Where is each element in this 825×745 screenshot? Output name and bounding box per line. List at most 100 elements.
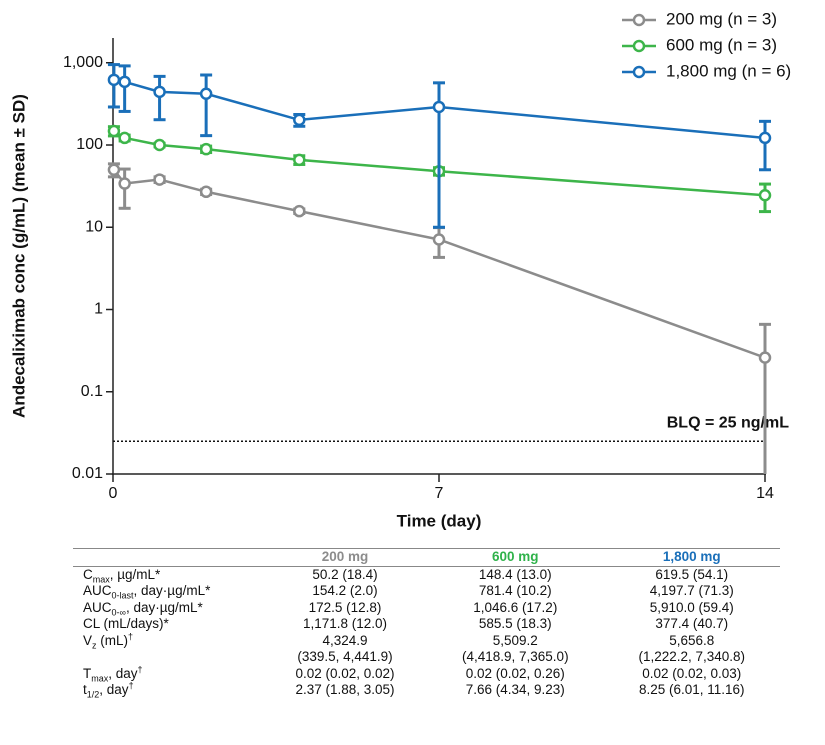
value-cell: 7.66 (4.34, 9.23) (427, 682, 603, 699)
value-cell: 5,509.2 (4,418.9, 7,365.0) (427, 633, 603, 666)
label-part: T (83, 665, 92, 681)
label-part: † (128, 631, 134, 641)
label-part: (mL) (96, 632, 129, 648)
y-tick-label: 10 (85, 218, 103, 235)
header-cell (73, 548, 263, 567)
value-cell: 50.2 (18.4) (263, 566, 427, 583)
cell-text: 619.5 (54.1) (655, 566, 729, 582)
cell-text: 0.02 (0.02, 0.26) (465, 665, 565, 681)
y-axis-title: Andecaliximab conc (g/mL) (mean ± SD) (9, 94, 28, 418)
legend-marker (632, 39, 646, 53)
table-row: CL (mL/days)* 1,171.8 (12.0) 585.5 (18.3) 3… (73, 616, 780, 633)
row-label: Tmax, day† (73, 664, 263, 684)
legend-marker (632, 13, 646, 27)
data-point (107, 163, 121, 177)
data-point (758, 188, 772, 202)
header-cell: 600 mg (427, 548, 604, 567)
cell-text: 5,509.2 (492, 632, 538, 648)
cell-text: (1,222.2, 7,340.8) (638, 649, 746, 664)
table-row: t1/2, day† 2.37 (1.88, 3.05) 7.66 (4.34, 9… (73, 680, 780, 700)
y-tick-label: 0.01 (72, 465, 103, 482)
x-tick-label: 0 (109, 485, 118, 502)
row-label: Cmax, µg/mL* (73, 566, 263, 585)
value-cell: 585.5 (18.3) (427, 616, 603, 633)
label-part: † (137, 664, 143, 674)
label-part: CL (mL/days)* (83, 616, 169, 631)
data-point (758, 351, 772, 364)
label-part: C (83, 566, 93, 582)
label-part: 1/2 (86, 689, 100, 700)
data-point (199, 87, 213, 100)
label-part: V (83, 632, 93, 648)
value-cell: 5,910.0 (59.4) (604, 600, 780, 617)
value-cell: 619.5 (54.1) (604, 566, 780, 583)
data-point (293, 113, 306, 127)
x-tick-label: 7 (435, 485, 444, 502)
label-part: , day·µg/mL* (133, 583, 211, 598)
chart: Time (day) Andecaliximab conc (g/mL) (me… (9, 9, 791, 530)
x-tick-label: 14 (756, 485, 774, 502)
cell-text: 585.5 (18.3) (478, 616, 552, 631)
label-part: 0-last (111, 590, 134, 601)
data-point (118, 177, 131, 190)
label-part: , µg/mL* (109, 566, 161, 582)
cell-text: (4,418.9, 7,365.0) (461, 649, 569, 664)
label-part: max (91, 673, 109, 684)
value-cell: 172.5 (12.8) (263, 600, 427, 617)
data-point (432, 100, 446, 114)
label-part: , day (99, 682, 129, 697)
cell-text: 2.37 (1.88, 3.05) (295, 682, 395, 697)
row-label: t1/2, day† (73, 680, 263, 700)
label-part: † (128, 680, 134, 691)
cell-text: 148.4 (13.0) (478, 566, 552, 582)
data-point (293, 153, 306, 167)
value-cell: 781.4 (10.2) (427, 583, 603, 600)
value-cell: 4,197.7 (71.3) (604, 583, 780, 600)
cell-text: 377.4 (40.7) (655, 616, 729, 631)
data-point (153, 173, 166, 186)
cell-text: 4,197.7 (71.3) (649, 583, 734, 598)
row-label: AUC0-∞, day·µg/mL* (73, 600, 263, 617)
table-row: Cmax, µg/mL* 50.2 (18.4) 148.4 (13.0) 619.5… (73, 566, 780, 585)
cell-text: 154.2 (2.0) (312, 583, 378, 598)
label-part: max (92, 574, 110, 585)
cell-text: 8.25 (6.01, 11.16) (638, 682, 745, 697)
value-cell: 377.4 (40.7) (604, 616, 780, 633)
label-part: , day (108, 665, 138, 681)
value-cell: 8.25 (6.01, 11.16) (604, 682, 780, 699)
data-point (293, 204, 306, 218)
pk-table: 200 mg 600 mg 1,800 mg Cmax, µg/mL* 50.2 (1… (73, 548, 780, 699)
data-point (153, 138, 166, 152)
legend-label: 200 mg (n = 3) (666, 9, 777, 28)
cell-text: 50.2 (18.4) (312, 566, 378, 582)
header-row: 200 mg 600 mg 1,800 mg (73, 548, 780, 567)
value-cell: 0.02 (0.02, 0.26) (427, 666, 603, 683)
table-row: AUC0-∞, day·µg/mL* 172.5 (12.8) 1,046.6 (1… (73, 600, 780, 617)
cell-text: 0.02 (0.02, 0.02) (295, 665, 395, 681)
value-cell: 0.02 (0.02, 0.02) (263, 666, 427, 683)
cell-text: 4,324.9 (322, 632, 368, 648)
data-point (153, 85, 166, 99)
value-cell: 2.37 (1.88, 3.05) (263, 682, 427, 699)
label-part: t (83, 682, 87, 697)
label-part: AUC (83, 599, 112, 615)
value-cell: 5,656.8 (1,222.2, 7,340.8) (604, 633, 780, 666)
data-point (199, 142, 213, 156)
legend-label: 600 mg (n = 3) (666, 35, 777, 54)
y-tick-label: 100 (76, 136, 103, 153)
cell-text: 781.4 (10.2) (478, 583, 552, 598)
data-point (107, 124, 121, 138)
table-row: AUC0-last, day·µg/mL* 154.2 (2.0) 781.4 (1… (73, 583, 780, 600)
y-tick-label: 0.1 (81, 383, 103, 400)
blq-label: BLQ = 25 ng/mL (667, 414, 789, 431)
value-cell: 1,046.6 (17.2) (427, 600, 603, 617)
header-cell: 1,800 mg (603, 548, 780, 567)
cell-text: 1,171.8 (12.0) (302, 616, 388, 631)
legend-label: 1,800 mg (n = 6) (666, 61, 791, 80)
value-cell: 1,171.8 (12.0) (263, 616, 427, 633)
label-part: z (92, 640, 97, 651)
data-point (107, 73, 121, 87)
cell-text: (339.5, 4,441.9) (297, 649, 393, 664)
table-row: Tmax, day† 0.02 (0.02, 0.02) 0.02 (0.02, 0… (73, 664, 780, 684)
cell-text: 5,656.8 (669, 632, 715, 648)
